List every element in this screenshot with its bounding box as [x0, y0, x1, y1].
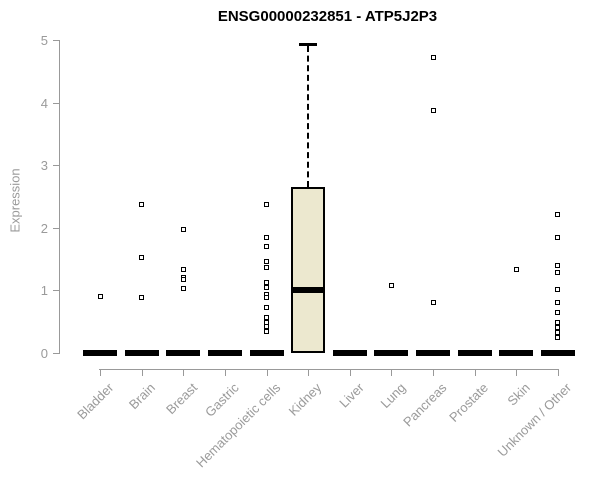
outlier-point	[264, 315, 270, 321]
x-tick-label: Pancreas	[400, 380, 450, 430]
chart-title: ENSG00000232851 - ATP5J2P3	[217, 8, 438, 25]
collapsed-box-at-zero	[166, 350, 201, 356]
outlier-point	[139, 201, 145, 207]
outlier-point	[430, 55, 436, 61]
y-axis-tick	[53, 165, 59, 167]
y-tick-label: 0	[40, 346, 48, 361]
x-axis-tick	[433, 369, 435, 376]
box	[291, 187, 326, 353]
whisker-cap	[299, 43, 318, 47]
outlier-point	[264, 244, 270, 250]
outlier-point	[264, 235, 270, 241]
collapsed-box-at-zero	[249, 350, 284, 356]
collapsed-box-at-zero	[499, 350, 534, 356]
outlier-point	[555, 235, 561, 241]
outlier-point	[555, 286, 561, 292]
x-tick-label: Gastric	[201, 380, 242, 420]
x-tick-label: Bladder	[74, 380, 117, 423]
y-axis-tick	[53, 353, 59, 354]
x-axis-tick	[141, 369, 143, 376]
y-tick-label: 5	[40, 33, 48, 48]
outlier-point	[264, 285, 270, 291]
outlier-point	[264, 280, 270, 286]
collapsed-box-at-zero	[124, 350, 159, 356]
y-axis-tick	[53, 290, 59, 292]
collapsed-box-at-zero	[416, 350, 451, 356]
y-tick-label: 4	[40, 95, 48, 111]
x-axis-line	[99, 369, 559, 370]
outlier-point	[555, 325, 561, 331]
outlier-point	[555, 262, 561, 268]
outlier-point	[180, 277, 186, 283]
outlier-point	[555, 310, 561, 316]
x-axis-tick	[183, 369, 185, 376]
x-axis-tick	[557, 369, 559, 376]
x-axis-tick	[391, 369, 393, 376]
x-tick-label: Skin	[504, 380, 533, 409]
y-tick-label: 1	[40, 283, 48, 299]
outlier-point	[264, 329, 270, 335]
outlier-point	[388, 282, 394, 288]
x-tick-label: Brain	[126, 380, 159, 413]
collapsed-box-at-zero	[207, 350, 242, 356]
collapsed-box-at-zero	[83, 350, 117, 356]
x-axis-tick	[516, 369, 518, 376]
outlier-point	[264, 264, 270, 270]
outlier-point	[139, 255, 145, 261]
outlier-point	[97, 294, 103, 300]
outlier-point	[264, 324, 270, 330]
outlier-point	[180, 267, 186, 273]
outlier-point	[264, 259, 270, 265]
outlier-point	[513, 266, 519, 272]
collapsed-box-at-zero	[540, 350, 575, 356]
collapsed-box-at-zero	[457, 350, 492, 356]
median-line	[291, 287, 326, 294]
x-axis-tick	[266, 369, 268, 376]
collapsed-box-at-zero	[374, 350, 409, 356]
outlier-point	[139, 295, 145, 301]
x-tick-label: Unknown / Other	[495, 380, 575, 460]
x-tick-label: Breast	[162, 380, 200, 418]
x-tick-label: Liver	[335, 380, 367, 411]
outlier-point	[555, 320, 561, 326]
outlier-point	[430, 300, 436, 306]
y-axis-line	[59, 40, 60, 354]
outlier-point	[430, 107, 436, 113]
y-axis-tick	[53, 102, 59, 104]
x-tick-label: Kidney	[286, 380, 325, 419]
outlier-point	[555, 330, 561, 336]
y-tick-label: 2	[40, 220, 48, 236]
x-tick-label: Lung	[377, 380, 409, 412]
x-tick-label: Prostate	[446, 380, 492, 425]
x-axis-tick	[224, 369, 226, 376]
x-axis-tick	[100, 369, 101, 376]
y-tick-label: 3	[40, 158, 48, 174]
outlier-point	[180, 286, 186, 292]
y-axis-tick	[53, 40, 59, 41]
outlier-point	[555, 300, 561, 306]
y-axis-tick	[53, 227, 59, 229]
outlier-point	[264, 202, 270, 208]
outlier-point	[555, 270, 561, 276]
collapsed-box-at-zero	[332, 350, 367, 356]
x-axis-tick	[308, 369, 310, 376]
outlier-point	[264, 295, 270, 301]
x-axis-tick	[349, 369, 351, 376]
outlier-point	[555, 335, 561, 341]
upper-whisker	[307, 46, 310, 188]
outlier-point	[180, 227, 186, 233]
outlier-point	[555, 211, 561, 217]
outlier-point	[264, 304, 270, 310]
x-axis-tick	[474, 369, 476, 376]
